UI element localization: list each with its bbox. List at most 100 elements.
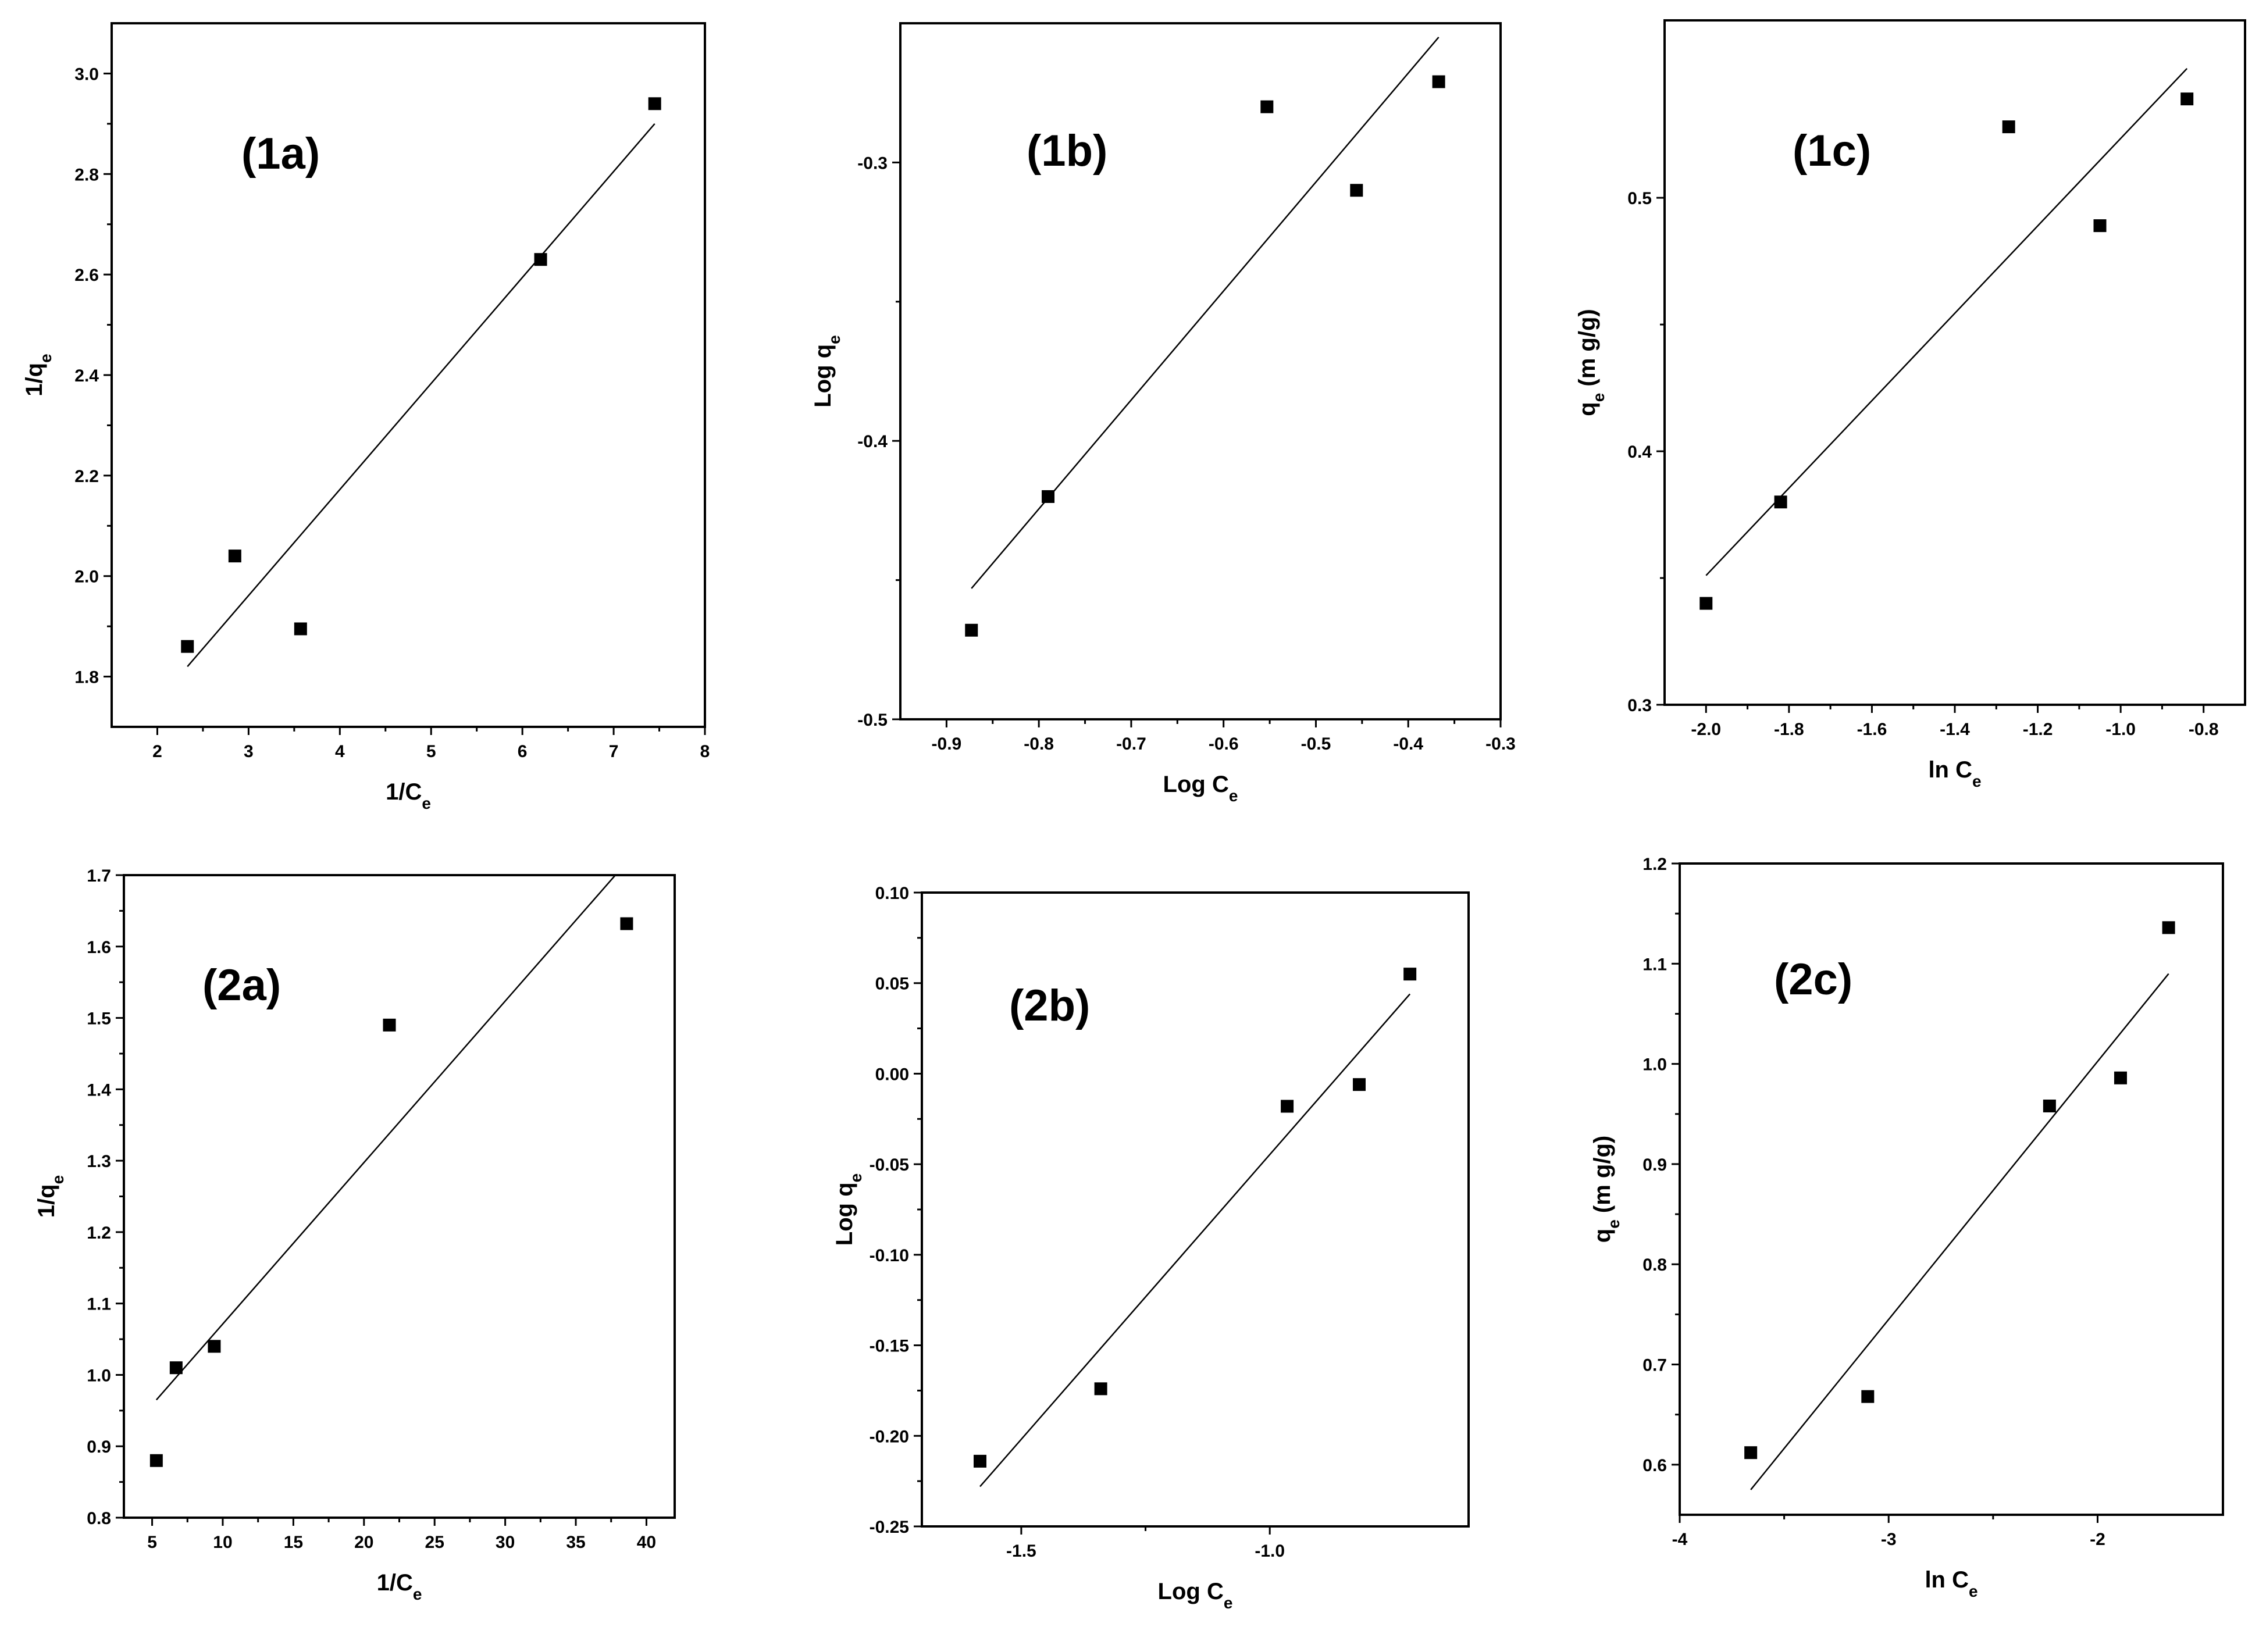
y-tick-label: -0.5: [857, 711, 888, 730]
x-tick-label: -1.5: [1006, 1542, 1036, 1561]
data-point: [1353, 1078, 1366, 1091]
y-tick-label: 3.0: [74, 65, 99, 84]
x-axis-label: 1/Ce: [377, 1570, 422, 1603]
x-tick-label: -0.9: [932, 734, 962, 754]
y-tick-label: 0.10: [875, 884, 909, 903]
x-tick-label: 20: [354, 1533, 373, 1552]
x-tick-label: -1.0: [1255, 1542, 1285, 1561]
data-point: [1260, 100, 1274, 113]
panel-label: (1c): [1793, 126, 1871, 176]
data-point: [208, 1340, 221, 1353]
x-tick-label: -0.8: [1024, 734, 1054, 754]
y-tick-label: -0.4: [857, 432, 888, 451]
data-point: [2180, 92, 2194, 106]
x-tick-label: 2: [152, 742, 162, 761]
x-tick-label: 5: [426, 742, 436, 761]
y-tick-label: 0.8: [87, 1509, 111, 1528]
y-tick-label: -0.25: [870, 1518, 909, 1537]
x-tick-label: -1.8: [1774, 720, 1804, 739]
x-axis-label: Log Ce: [1158, 1579, 1233, 1612]
data-point: [1403, 968, 1417, 981]
y-tick-label: 0.8: [1642, 1255, 1667, 1275]
y-tick-label: 0.3: [1627, 696, 1652, 715]
plot-frame: [899, 22, 1502, 720]
fit-line: [1750, 973, 2169, 1490]
fit-line: [187, 123, 655, 668]
y-tick-label: -0.20: [870, 1427, 909, 1446]
panel-label: (2a): [202, 961, 281, 1010]
data-point: [648, 97, 661, 110]
chart-panel-2a: 5 10 15 20 25 30 35 40 0.8 0.9 1.0 1.1 1.2 1.3 1.4 1.5 1…: [34, 866, 676, 1603]
data-point: [149, 1454, 163, 1467]
data-point: [1281, 1100, 1294, 1113]
y-tick-label: 1.2: [1642, 855, 1667, 874]
data-point: [2002, 120, 2015, 134]
y-tick-label: 1.7: [87, 866, 111, 886]
data-point: [2162, 921, 2175, 934]
y-tick-label: -0.15: [870, 1337, 909, 1356]
y-tick-label: 1.0: [87, 1366, 111, 1385]
data-point: [1094, 1382, 1107, 1396]
y-tick-label: 0.4: [1627, 443, 1652, 462]
y-tick-label: -0.05: [870, 1155, 909, 1175]
x-tick-label: 10: [213, 1533, 232, 1552]
x-tick-label: 3: [244, 742, 254, 761]
x-tick-label: -0.6: [1209, 734, 1239, 754]
y-tick-label: 0.5: [1627, 189, 1652, 208]
data-point: [2093, 219, 2107, 233]
y-tick-label: 0.9: [1642, 1155, 1667, 1175]
y-tick-label: 2.8: [74, 165, 99, 184]
x-tick-label: -2.0: [1691, 720, 1721, 739]
chart-panel-2c: -4 -3 -2 0.6 0.7 0.8 0.9 1.0 1.1 1.2 (2c) ln Ce qe (…: [1590, 855, 2224, 1600]
x-tick-label: -0.3: [1485, 734, 1516, 754]
fit-line: [1705, 67, 2188, 576]
y-tick-label: 2.2: [74, 467, 99, 486]
x-tick-label: 8: [700, 742, 710, 761]
plot-frame: [1679, 862, 2224, 1516]
data-point: [1042, 490, 1055, 503]
x-tick-label: -0.4: [1393, 734, 1423, 754]
y-axis-label: qe (m g/g): [1574, 309, 1608, 416]
data-point: [1744, 1446, 1758, 1460]
data-point: [1350, 184, 1363, 197]
x-tick-label: 25: [425, 1533, 444, 1552]
x-tick-label: -1.4: [1940, 720, 1970, 739]
y-tick-label: 1.2: [87, 1223, 111, 1243]
y-tick-label: 1.0: [1642, 1055, 1667, 1075]
x-tick-label: 30: [496, 1533, 515, 1552]
x-tick-label: 15: [284, 1533, 303, 1552]
x-tick-label: -2: [2090, 1530, 2105, 1549]
y-tick-label: 0.05: [875, 975, 909, 994]
data-point: [2114, 1071, 2127, 1084]
x-tick-label: -1.0: [2105, 720, 2136, 739]
data-point: [965, 623, 978, 637]
plot-frame: [921, 891, 1470, 1528]
panel-label: (1a): [241, 129, 320, 179]
plot-frame: [1663, 19, 2246, 706]
y-tick-label: 1.8: [74, 668, 99, 687]
x-tick-label: -3: [1881, 1530, 1897, 1549]
y-tick-label: 0.00: [875, 1065, 909, 1084]
panel-label: (2b): [1009, 981, 1090, 1030]
x-tick-label: 6: [518, 742, 528, 761]
x-tick-label: -0.5: [1301, 734, 1331, 754]
y-tick-label: 2.0: [74, 568, 99, 587]
data-point: [294, 622, 307, 636]
x-tick-label: 5: [147, 1533, 157, 1552]
y-axis-label: 1/qe: [34, 1175, 67, 1218]
x-axis-label: Log Ce: [1163, 772, 1238, 805]
y-axis-label: Log qe: [810, 335, 843, 407]
x-tick-label: 7: [609, 742, 619, 761]
data-point: [1861, 1390, 1875, 1403]
data-point: [181, 640, 194, 653]
chart-panel-1c: -2.0 -1.8 -1.6 -1.4 -1.2 -1.0 -0.8 0.3 0.4 0.5 (1c…: [1574, 19, 2246, 790]
x-axis-label: ln Ce: [1928, 757, 1981, 790]
chart-panel-1b: -0.9 -0.8 -0.7 -0.6 -0.5 -0.4 -0.3 -0.5 -0.4 -0.3…: [810, 22, 1516, 805]
y-tick-label: 2.6: [74, 266, 99, 285]
y-axis-label: qe (m g/g): [1590, 1136, 1623, 1243]
y-axis-label: Log qe: [832, 1173, 865, 1246]
x-tick-label: -1.6: [1857, 720, 1887, 739]
plot-frame: [111, 22, 706, 728]
x-tick-label: 4: [335, 742, 345, 761]
